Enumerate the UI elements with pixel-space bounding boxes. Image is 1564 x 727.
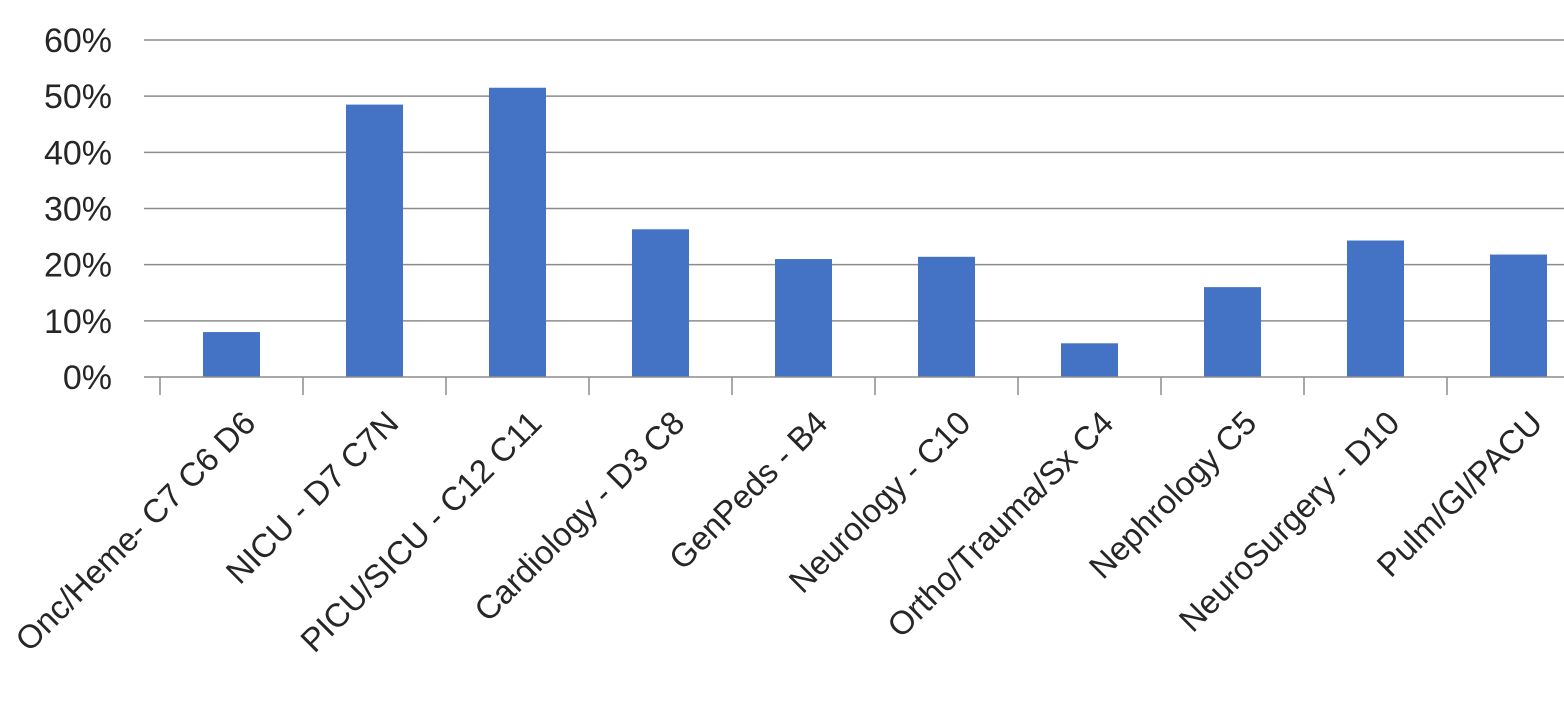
bar bbox=[1061, 343, 1118, 377]
y-tick-label: 50% bbox=[44, 78, 112, 116]
y-tick-label: 40% bbox=[44, 134, 112, 172]
bar bbox=[346, 104, 403, 377]
y-tick-label: 60% bbox=[44, 22, 112, 60]
bar bbox=[632, 229, 689, 377]
y-tick-label: 10% bbox=[44, 303, 112, 341]
bar bbox=[1490, 254, 1547, 377]
bar bbox=[1347, 240, 1404, 377]
bar bbox=[775, 259, 832, 377]
bar bbox=[489, 87, 546, 377]
y-axis-labels: 0% 10% 20% 30% 40% 50% 60% bbox=[44, 22, 112, 397]
bar bbox=[203, 332, 260, 377]
bar bbox=[1204, 287, 1261, 377]
x-category-label: Onc/Heme- C7 C6 D6 bbox=[8, 404, 262, 658]
y-tick-label: 20% bbox=[44, 247, 112, 285]
y-tick-label: 30% bbox=[44, 191, 112, 229]
x-category-label: PICU/SICU - C12 C11 bbox=[293, 404, 548, 659]
axes bbox=[144, 376, 1564, 395]
bar bbox=[918, 256, 975, 377]
y-tick-label: 0% bbox=[63, 359, 112, 397]
bars bbox=[203, 87, 1547, 377]
